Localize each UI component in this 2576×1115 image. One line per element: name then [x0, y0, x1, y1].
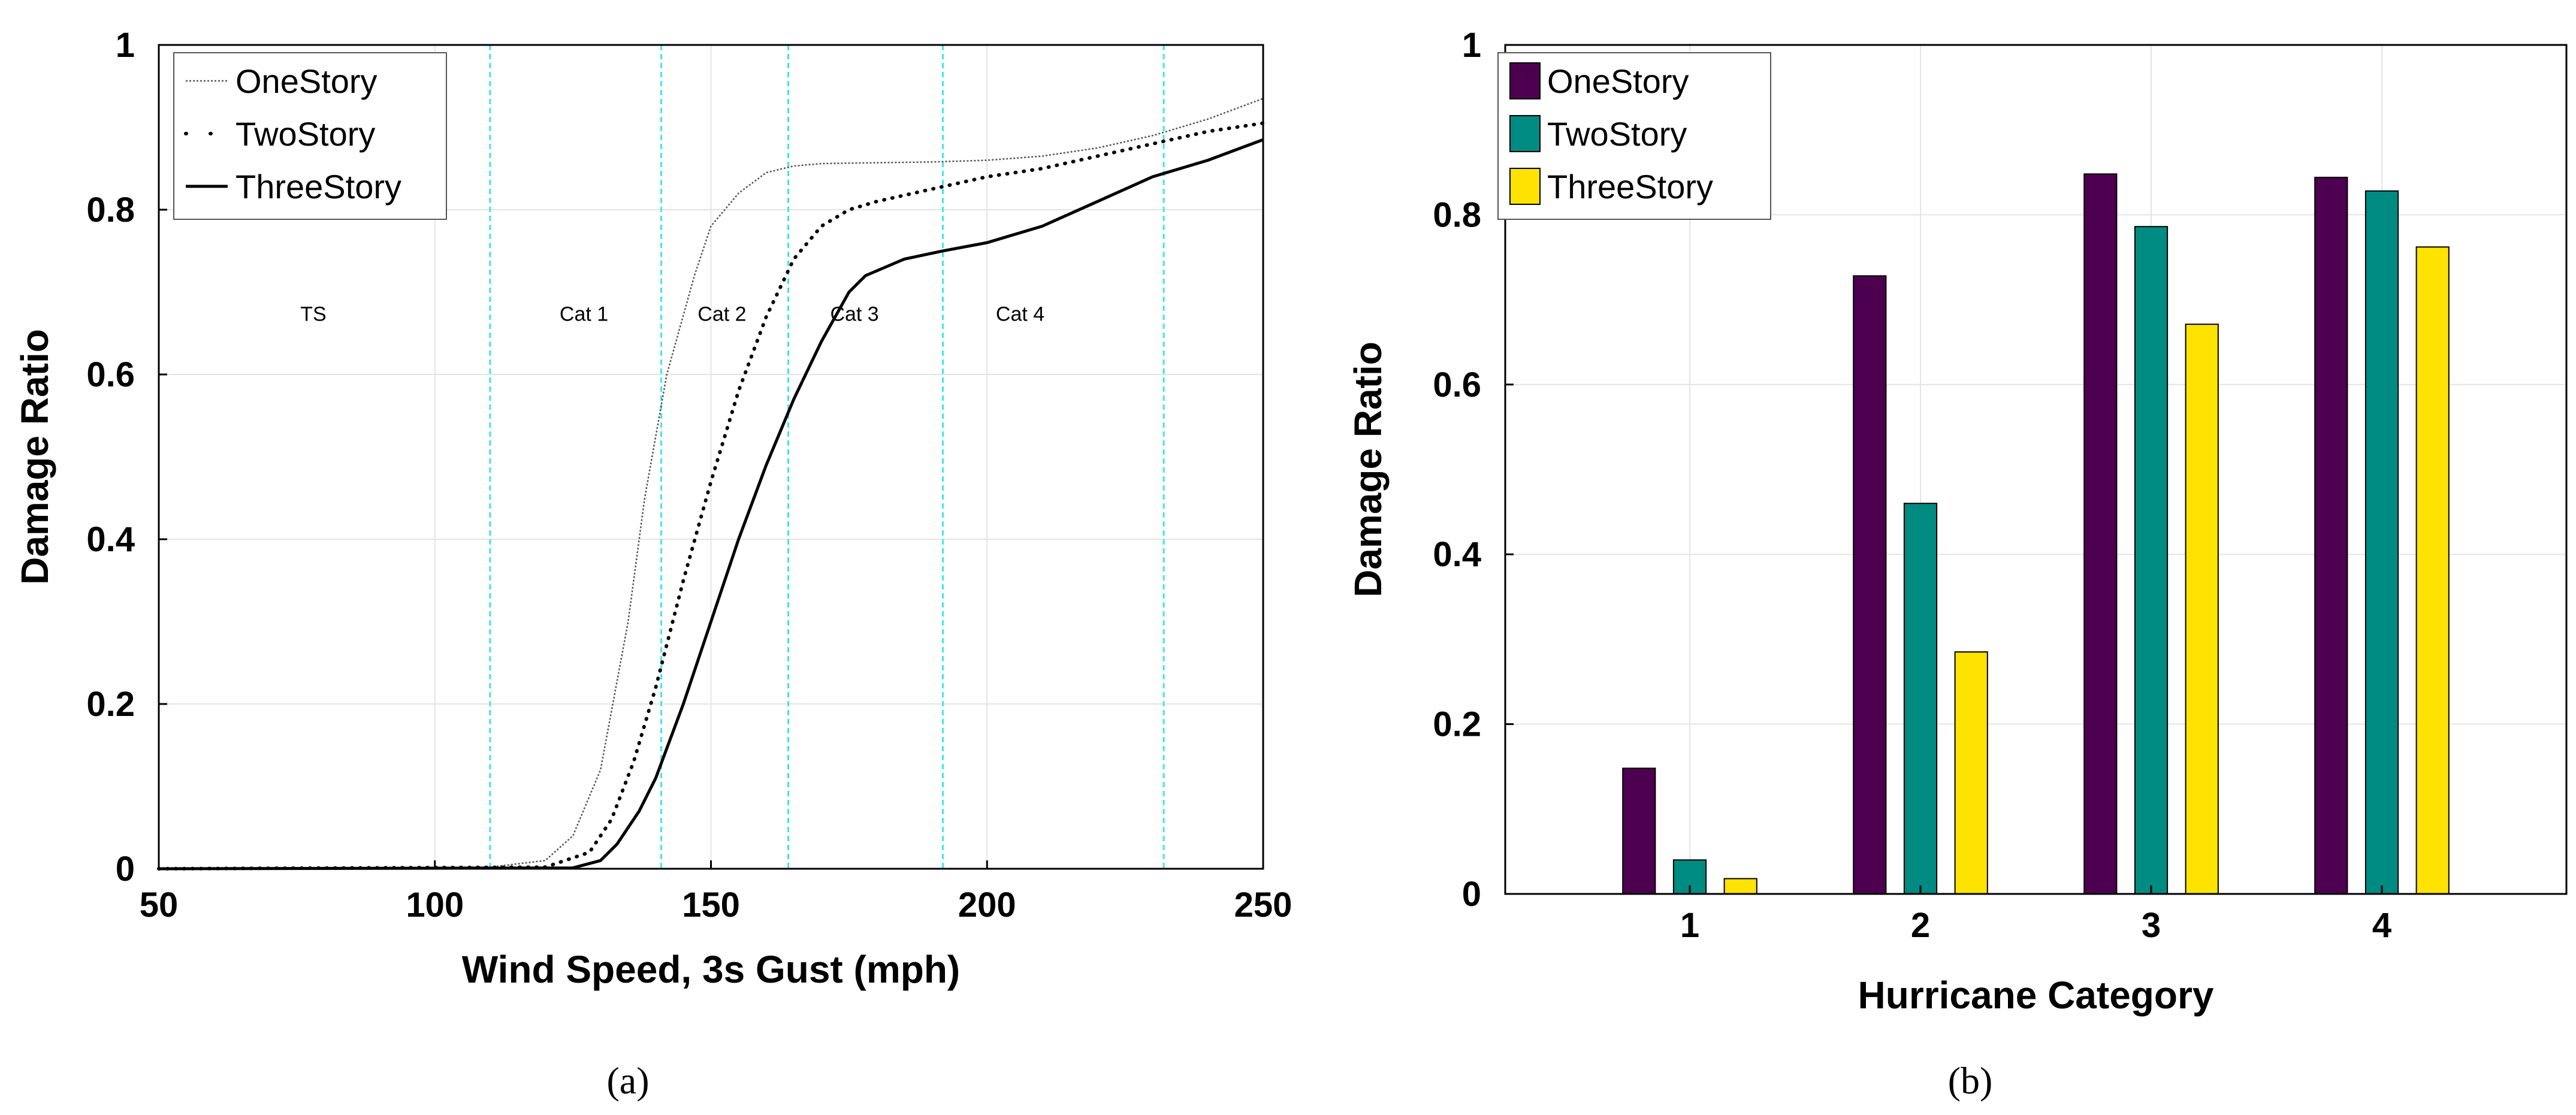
y-axis-title: Damage Ratio — [1346, 342, 1390, 597]
x-tick-label: 4 — [2372, 906, 2391, 945]
series-line-twostory — [157, 121, 1265, 871]
panel-a: TS Cat 1 Cat 2 Cat 3 Cat 450 100 150 200 25000.2… — [13, 26, 1292, 1102]
y-tick-label: 0.6 — [86, 355, 135, 394]
legend-label: OneStory — [235, 62, 378, 100]
y-tick-label: 0.8 — [86, 191, 135, 229]
panel-b-caption: (b) — [1948, 1059, 1993, 1102]
legend-label: ThreeStory — [235, 168, 401, 206]
x-axis-title: Wind Speed, 3s Gust (mph) — [462, 948, 960, 991]
bar-onestory-cat1 — [1622, 767, 1656, 895]
bar-twostory-cat2 — [1903, 503, 1938, 895]
legend-box — [1497, 52, 1771, 220]
panel-b-frame — [1504, 44, 2568, 895]
y-tick-label: 0.4 — [86, 520, 135, 559]
x-tick-label: 250 — [1234, 886, 1292, 924]
bar-onestory-cat4 — [2314, 177, 2348, 895]
bar-threestory-cat2 — [1954, 651, 1988, 895]
category-label: TS — [300, 303, 326, 326]
legend-label: ThreeStory — [1547, 168, 1713, 206]
x-tick-label: 2 — [1911, 906, 1930, 945]
x-tick-label: 3 — [2142, 906, 2161, 945]
category-label: Cat 2 — [697, 303, 746, 326]
x-tick-label: 1 — [1680, 906, 1699, 945]
bar-onestory-cat3 — [2083, 173, 2118, 895]
y-tick-label: 0 — [116, 850, 135, 889]
legend-label: TwoStory — [235, 115, 375, 153]
legend-label: TwoStory — [1547, 115, 1687, 153]
category-label: Cat 1 — [560, 303, 608, 326]
x-axis-title: Hurricane Category — [1858, 974, 2214, 1017]
series-line-onestory — [158, 98, 1264, 870]
x-tick-label: 200 — [958, 886, 1016, 924]
y-tick-label: 0.6 — [1433, 365, 1481, 404]
x-tick-label: 150 — [682, 886, 740, 924]
y-tick-label: 1 — [1462, 26, 1481, 65]
panel-a-caption: (a) — [606, 1059, 649, 1102]
y-axis-title: Damage Ratio — [13, 329, 56, 585]
bar-onestory-cat2 — [1853, 275, 1887, 895]
y-tick-label: 0.4 — [1433, 535, 1481, 574]
x-tick-label: 100 — [406, 886, 464, 924]
category-label: Cat 4 — [996, 303, 1044, 326]
legend-label: OneStory — [1547, 62, 1689, 100]
y-tick-label: 1 — [116, 26, 135, 65]
series-line-threestory — [158, 138, 1264, 871]
legend-swatch-twostory — [1509, 115, 1541, 152]
y-tick-label: 0.8 — [1433, 195, 1481, 234]
legend-swatch-onestory — [1509, 62, 1541, 99]
bar-threestory-cat1 — [1723, 878, 1757, 895]
bar-twostory-cat3 — [2134, 226, 2169, 895]
y-tick-label: 0.2 — [1433, 705, 1481, 744]
panel-a-legend: OneStory TwoStory ThreeStory — [173, 52, 447, 220]
panel-b: 1 2 3 4 0 0.2 0.4 0.6 0.8 1 Hurricane Category Dama… — [1346, 26, 2568, 1102]
y-tick-label: 0 — [1462, 875, 1481, 914]
y-tick-label: 0.2 — [86, 685, 135, 724]
panel-b-legend: OneStory TwoStory ThreeStory — [1497, 52, 1771, 220]
bar-threestory-cat4 — [2415, 246, 2450, 895]
legend-swatch-threestory — [1509, 168, 1541, 205]
x-tick-label: 50 — [140, 886, 179, 924]
bar-twostory-cat4 — [2364, 190, 2399, 895]
bar-threestory-cat3 — [2185, 324, 2219, 895]
